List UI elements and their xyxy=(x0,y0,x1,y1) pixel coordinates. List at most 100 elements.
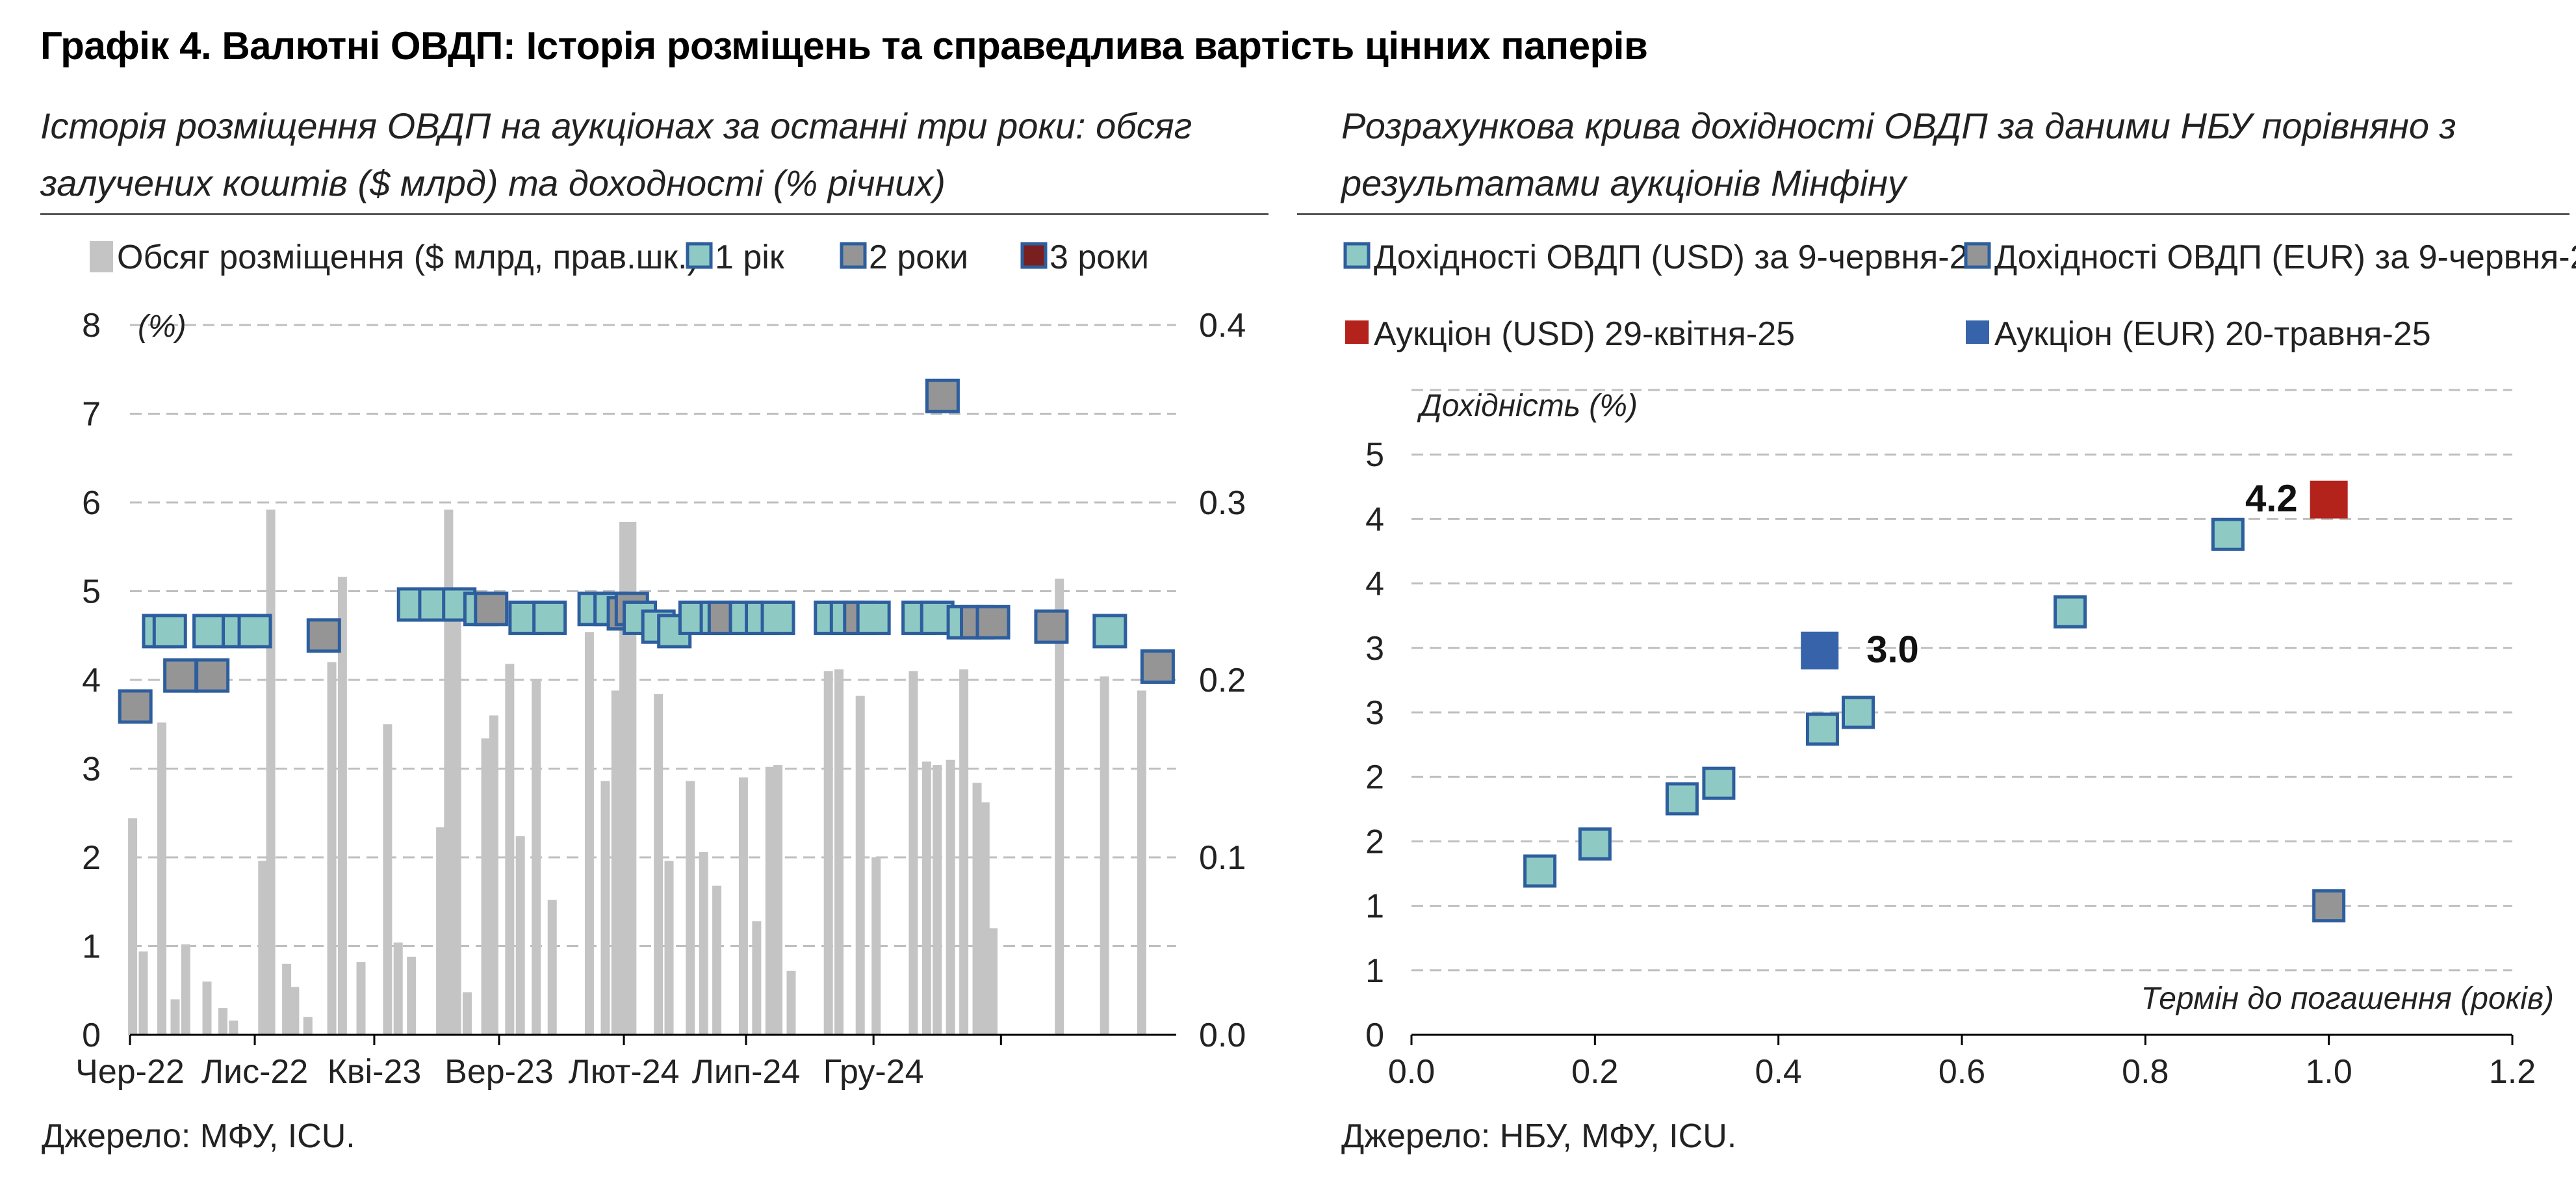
right-legend-label: Дохідності ОВДП (USD) за 9-червня-25 xyxy=(1374,239,1987,276)
right-yield-marker-usd_curve xyxy=(1578,827,1612,861)
right-title-divider xyxy=(1297,213,2570,215)
left-volume-bar xyxy=(407,956,417,1035)
left-y-axis-label: (%) xyxy=(138,309,187,344)
right-y-tick-label: 3 xyxy=(1365,694,1384,732)
left-y-tick-label: 8 xyxy=(82,307,101,344)
left-x-tick-label: Лют-24 xyxy=(569,1053,680,1091)
left-yield-marker-2y xyxy=(163,658,198,693)
left-yield-marker-1y xyxy=(856,600,891,635)
right-yield-marker-usd_auction xyxy=(2310,480,2348,519)
left-yield-marker-2y xyxy=(195,658,230,693)
right-yield-marker-usd_curve xyxy=(1805,712,1839,746)
right-yield-marker-eur_auction xyxy=(1801,631,1839,670)
left-volume-bar xyxy=(619,522,629,1035)
right-x-tick-label: 0.4 xyxy=(1755,1053,1802,1091)
left-volume-bar xyxy=(959,669,969,1035)
left-volume-bar xyxy=(128,818,138,1035)
left-volume-bar xyxy=(908,671,918,1035)
left-y-tick-label: 2 xyxy=(82,839,101,877)
left-volume-bar xyxy=(627,522,637,1035)
left-yield-marker-2y xyxy=(306,618,341,653)
left-volume-bar xyxy=(383,724,393,1035)
left-yield-marker-2y xyxy=(474,592,509,627)
right-x-axis-label: Термін до погашення (років) xyxy=(2141,982,2554,1016)
left-x-tick-label: Чер-22 xyxy=(75,1053,185,1091)
left-y-tick-label: 0 xyxy=(82,1017,101,1054)
right-yield-marker-usd_curve xyxy=(1665,782,1699,816)
right-data-label-eur_auction: 3.0 xyxy=(1866,629,1919,671)
left-volume-bar xyxy=(266,509,276,1035)
left-source-note: Джерело: МФУ, ICU. xyxy=(42,1117,355,1155)
right-legend-swatch-usd_curve xyxy=(1343,242,1371,269)
left-chart: 0 1 2 3 4 5 6 7 8 0.0 0.1 0.2 0.3 0.4 (%) Чер-22 Лис-22 К… xyxy=(75,239,1246,1091)
right-yield-marker-eur_curve xyxy=(2312,889,2346,923)
left-volume-bar xyxy=(712,885,722,1035)
left-volume-bar xyxy=(921,761,931,1035)
left-volume-bar xyxy=(600,781,610,1035)
left-volume-bar xyxy=(933,765,942,1035)
left-volume-bar xyxy=(393,942,403,1035)
right-y-tick-label: 0 xyxy=(1365,1017,1384,1054)
left-volume-bar xyxy=(489,715,498,1035)
left-y-tick-label: 3 xyxy=(82,751,101,788)
right-y-tick-label: 4 xyxy=(1365,500,1384,538)
right-y-tick-label: 3 xyxy=(1365,630,1384,668)
left-volume-bar xyxy=(988,928,998,1035)
left-x-tick-label: Вер-23 xyxy=(444,1053,554,1091)
left-volume-bar xyxy=(515,836,525,1035)
left-x-tick-label: Лис-22 xyxy=(201,1053,308,1091)
left-volume-bar xyxy=(532,680,541,1035)
right-legend-swatch-eur_curve xyxy=(1964,242,1991,269)
left-yield-marker-2y xyxy=(975,604,1011,640)
left-x-tick-label: Лип-24 xyxy=(692,1053,801,1091)
right-y-tick-label: 1 xyxy=(1365,888,1384,926)
left-volume-bar xyxy=(202,982,212,1035)
left-yield-marker-2y xyxy=(118,689,153,724)
left-yield-marker-2y xyxy=(925,378,960,413)
right-x-tick-label: 0.0 xyxy=(1388,1053,1435,1091)
left-yield-marker-1y xyxy=(532,600,567,635)
left-y2-tick-label: 0.1 xyxy=(1199,839,1246,877)
right-yield-marker-usd_curve xyxy=(2211,517,2245,551)
left-y-tick-label: 1 xyxy=(82,928,101,966)
left-y2-tick-label: 0.2 xyxy=(1199,662,1246,699)
left-volume-bar xyxy=(686,781,695,1035)
right-x-tick-label: 0.2 xyxy=(1571,1053,1618,1091)
left-volume-bar xyxy=(773,765,783,1035)
left-volume-bar xyxy=(327,662,337,1035)
left-chart-subtitle: Історія розміщення ОВДП на аукціонах за … xyxy=(40,105,1192,203)
left-volume-bar xyxy=(462,992,472,1035)
left-volume-bar xyxy=(871,857,881,1035)
left-volume-bar xyxy=(481,738,491,1035)
left-volume-bar xyxy=(505,664,515,1035)
right-y-axis-label: Дохідність (%) xyxy=(1417,389,1638,423)
left-volume-bar xyxy=(229,1020,238,1035)
left-volume-bar xyxy=(946,759,955,1035)
left-volume-bar xyxy=(436,827,446,1035)
left-volume-bar xyxy=(290,987,300,1035)
right-data-label-usd_auction: 4.2 xyxy=(2245,478,2298,520)
right-source-note: Джерело: НБУ, МФУ, ICU. xyxy=(1341,1117,1737,1155)
left-volume-bar xyxy=(218,1008,228,1035)
left-volume-bar xyxy=(444,509,454,1035)
right-x-tick-label: 1.2 xyxy=(2489,1053,2536,1091)
right-yield-marker-usd_curve xyxy=(1841,696,1875,729)
left-legend-label: 3 роки xyxy=(1050,239,1149,276)
right-y-tick-label: 4 xyxy=(1365,566,1384,603)
left-volume-bar xyxy=(138,951,148,1035)
left-volume-bar xyxy=(1137,690,1146,1035)
right-x-tick-label: 0.8 xyxy=(2122,1053,2169,1091)
left-y-tick-label: 5 xyxy=(82,573,101,611)
left-volume-bar xyxy=(181,944,190,1035)
left-y-tick-label: 7 xyxy=(82,396,101,434)
right-chart-subtitle: Розрахункова крива дохідності ОВДП за да… xyxy=(1341,105,2456,203)
left-legend-swatch-1y xyxy=(686,242,713,269)
left-legend-label: 2 роки xyxy=(869,239,968,276)
left-volume-bar xyxy=(282,963,292,1035)
right-chart: 0 1 1 2 2 3 3 4 4 5 0.0 0.2 0.4 0.6 0.8 1.0 1.2 Дохідніст… xyxy=(1343,239,2576,1091)
left-y2-tick-label: 0.4 xyxy=(1199,307,1246,344)
left-yield-marker-1y xyxy=(192,614,227,649)
left-x-tick-label: Кві-23 xyxy=(328,1053,422,1091)
left-volume-bar xyxy=(654,694,663,1035)
left-volume-bar xyxy=(611,690,621,1035)
